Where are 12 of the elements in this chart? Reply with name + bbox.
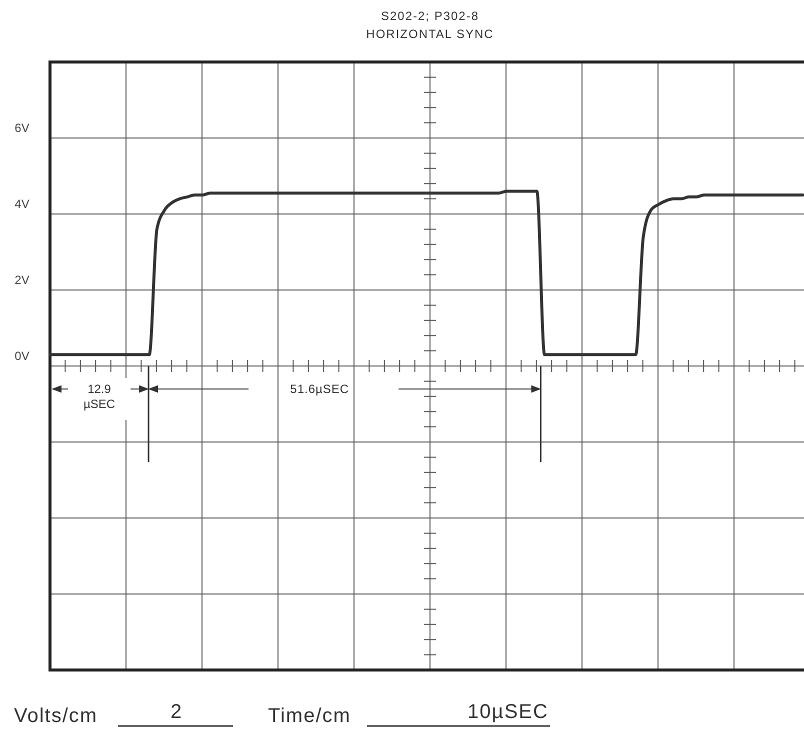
annotation: 12.9 µSEC — [83, 382, 116, 411]
text: Volts/cm — [14, 705, 98, 727]
chart-subtitle: HORIZONTAL SYNC — [366, 27, 494, 41]
y-tick-label: 0V — [14, 349, 30, 363]
text: 2 — [170, 701, 182, 723]
text: 10µSEC — [468, 701, 548, 723]
chart-title: S202-2; P302-8 — [380, 9, 480, 23]
y-tick-label: 6V — [14, 121, 30, 135]
text: Time/cm — [268, 705, 351, 727]
y-tick-label: 4V — [14, 197, 30, 211]
y-tick-label: 2V — [14, 273, 30, 287]
annotation: 51.6µSEC — [290, 382, 350, 396]
